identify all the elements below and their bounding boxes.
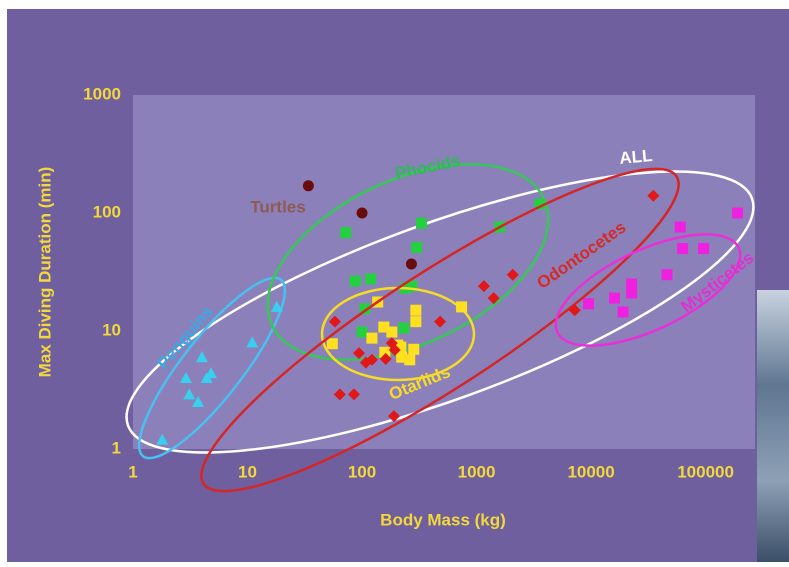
- point: [416, 218, 427, 229]
- point: [677, 243, 688, 254]
- point: [583, 298, 594, 309]
- point: [340, 227, 351, 238]
- point: [386, 327, 397, 338]
- y-axis-title: Max Diving Duration (min): [35, 167, 54, 378]
- point: [327, 338, 338, 349]
- point: [398, 323, 409, 334]
- point: [365, 273, 376, 284]
- point: [406, 258, 417, 269]
- y-tick-label: 100: [93, 202, 121, 221]
- x-tick-label: 1000: [458, 462, 496, 481]
- point: [732, 208, 743, 219]
- point: [456, 301, 467, 312]
- point: [618, 306, 629, 317]
- x-tick-label: 100000: [677, 462, 734, 481]
- x-tick-label: 10000: [567, 462, 614, 481]
- point: [626, 287, 637, 298]
- y-tick-label: 10: [102, 320, 121, 339]
- point: [303, 180, 314, 191]
- x-tick-label: 10: [238, 462, 257, 481]
- point: [410, 316, 421, 327]
- point: [411, 242, 422, 253]
- all-label: ALL: [619, 146, 654, 168]
- photo: [757, 290, 789, 562]
- group-label: Turtles: [250, 197, 305, 216]
- chart: Body Mass (kg) Max Diving Duration (min)…: [0, 0, 789, 562]
- point: [609, 293, 620, 304]
- point: [698, 243, 709, 254]
- x-tick-label: 100: [348, 462, 376, 481]
- point: [366, 333, 377, 344]
- point: [404, 354, 415, 365]
- x-tick-label: 1: [128, 462, 137, 481]
- point: [408, 344, 419, 355]
- x-axis-title: Body Mass (kg): [380, 510, 506, 529]
- point: [661, 269, 672, 280]
- point: [357, 208, 368, 219]
- y-tick-label: 1: [112, 438, 121, 457]
- point: [410, 305, 421, 316]
- y-tick-label: 1000: [83, 84, 121, 103]
- point: [357, 327, 368, 338]
- point: [350, 276, 361, 287]
- point: [675, 222, 686, 233]
